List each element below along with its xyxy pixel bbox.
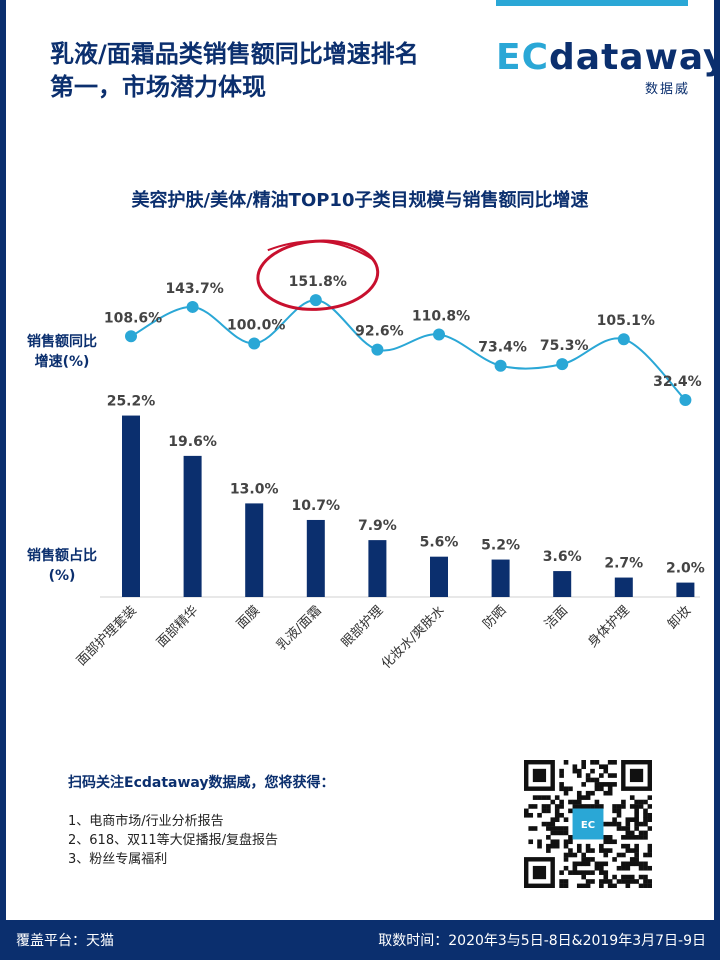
bar-2 [183,455,202,597]
combo-chart: 25.2% 面部护理套装 19.6% 面部精华 13.0% 面膜 10.7% 乳液/面霜 7.9… [73,239,705,672]
growth-label-8: 75.3% [540,338,589,354]
page-title-line2: 第一，市场潜力体现 [50,73,266,101]
growth-label-1: 108.6% [104,310,162,326]
bar-7 [491,559,510,597]
growth-point-4 [309,294,322,307]
category-label-2: 面部精华 [154,603,201,650]
page-title: 乳液/面霜品类销售额同比增速排名 第一，市场潜力体现 [50,38,480,104]
growth-point-7 [494,359,507,372]
bar-label-6: 5.6% [420,535,459,551]
line-axis-label-line1: 销售额同比 [27,334,97,350]
growth-label-6: 110.8% [412,308,470,324]
growth-label-7: 73.4% [478,340,527,356]
category-label-9: 身体护理 [585,603,633,651]
qr-center-text: EC [581,820,595,831]
footer-bar: 覆盖平台：天猫 取数时间：2020年3与5日-8日&2019年3月7日-9日 [0,920,720,960]
growth-point-5 [371,343,384,356]
growth-label-3: 100.0% [227,317,285,333]
bar-label-7: 5.2% [481,538,520,554]
growth-point-3 [248,337,261,350]
bar-5 [368,540,387,597]
growth-point-2 [186,300,199,313]
bar-label-1: 25.2% [107,394,156,410]
bar-label-9: 2.7% [604,556,643,572]
category-label-7: 防晒 [480,603,510,633]
page-title-line1: 乳液/面霜品类销售额同比增速排名 [50,40,419,68]
promo-block: 扫码关注Ecdataway数据威，您将获得： 1、电商市场/行业分析报告 2、6… [68,772,508,869]
category-label-1: 面部护理套装 [73,603,139,669]
bar-3 [245,503,264,597]
growth-point-6 [433,328,445,341]
bar-axis-label: 销售额占比 (%) [14,546,110,586]
bar-8 [553,571,572,597]
growth-label-10: 32.4% [653,374,702,390]
category-label-4: 乳液/面霜 [274,603,324,653]
growth-point-9 [617,333,630,346]
qr-code[interactable]: EC [524,760,652,888]
growth-point-8 [556,358,569,371]
growth-point-10 [679,393,692,406]
bar-axis-label-line1: 销售额占比 [27,548,97,564]
bar-1 [122,415,140,597]
line-axis-label-line2: 增速(%) [34,354,90,370]
growth-label-2: 143.7% [165,281,223,297]
growth-point-1 [125,330,137,343]
bar-label-8: 3.6% [543,549,582,565]
qr-center-logo [572,808,604,840]
growth-label-4: 151.8% [289,274,347,290]
category-label-3: 面膜 [234,603,263,632]
growth-label-9: 105.1% [597,313,655,329]
promo-item-1: 1、电商市场/行业分析报告 [68,814,224,829]
chart-title: 美容护肤/美体/精油TOP10子类目规模与销售额同比增速 [131,190,589,211]
ecdataway-logo: ECdataway 数据威 [496,37,720,98]
logo-dataway: dataway [549,37,720,78]
footer-period: 取数时间：2020年3与5日-8日&2019年3月7日-9日 [378,933,706,949]
bar-label-10: 2.0% [666,561,705,577]
bar-6 [430,556,448,597]
top-accent-bar [496,0,688,6]
logo-ec: EC [496,37,550,78]
bar-4 [306,519,325,597]
category-label-10: 卸妆 [665,603,695,633]
category-label-8: 洁面 [542,603,571,632]
promo-item-2: 2、618、双11等大促播报/复盘报告 [68,833,279,848]
highlight-stroke [267,240,375,261]
bar-axis-label-line2: (%) [48,568,76,584]
category-label-6: 化妆水/爽肤水 [379,603,448,672]
promo-heading: 扫码关注Ecdataway数据威，您将获得： [68,775,335,791]
footer-platform: 覆盖平台：天猫 [16,933,114,949]
promo-item-3: 3、粉丝专属福利 [68,852,168,867]
line-axis-label: 销售额同比 增速(%) [14,332,110,372]
bar-label-3: 13.0% [230,481,279,497]
bar-label-2: 19.6% [168,434,217,450]
logo-subtitle: 数据威 [644,82,690,97]
bar-label-4: 10.7% [292,498,341,514]
bar-9 [614,577,633,597]
growth-label-5: 92.6% [355,324,404,340]
bar-10 [676,582,695,597]
category-label-5: 眼部护理 [339,603,386,650]
growth-line [130,299,687,401]
bar-label-5: 7.9% [358,518,397,534]
